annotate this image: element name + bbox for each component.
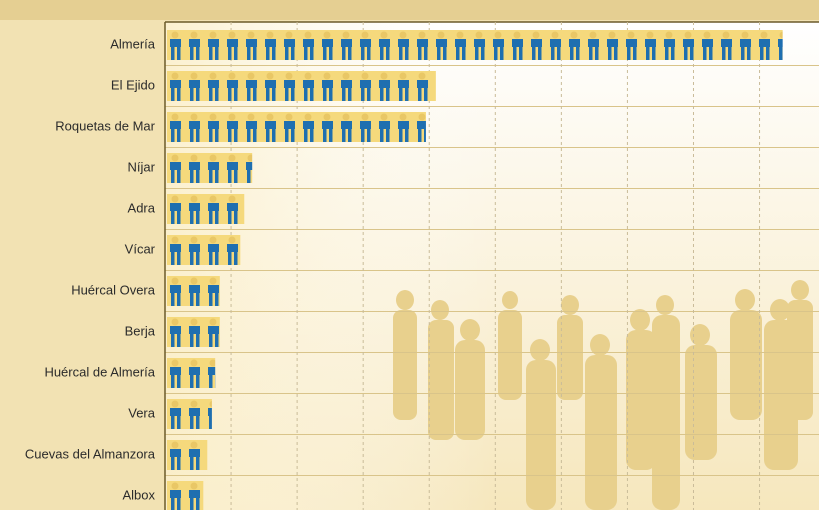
top-strip [0, 0, 819, 20]
category-label: Roquetas de Mar [55, 118, 155, 133]
category-label: Níjar [128, 159, 156, 174]
category-label: Almería [110, 36, 156, 51]
category-label: Vícar [125, 241, 156, 256]
category-label: Cuevas del Almanzora [25, 446, 156, 461]
category-label: Huércal Overa [71, 282, 156, 297]
category-label: Adra [128, 200, 156, 215]
bar [167, 112, 426, 142]
bar [167, 358, 216, 388]
category-label: Vera [128, 405, 156, 420]
bar [167, 276, 220, 306]
bar [167, 153, 253, 183]
bar [167, 194, 245, 224]
crowd-silhouettes [393, 280, 813, 510]
category-label: Huércal de Almería [44, 364, 155, 379]
bar [167, 481, 204, 510]
bar [167, 399, 212, 429]
bar [167, 235, 241, 265]
bar [167, 317, 220, 347]
bar [167, 71, 436, 101]
category-label: El Ejido [111, 77, 155, 92]
category-label: Albox [122, 487, 155, 502]
category-label: Berja [125, 323, 156, 338]
bar [167, 30, 783, 60]
bar [167, 440, 208, 470]
